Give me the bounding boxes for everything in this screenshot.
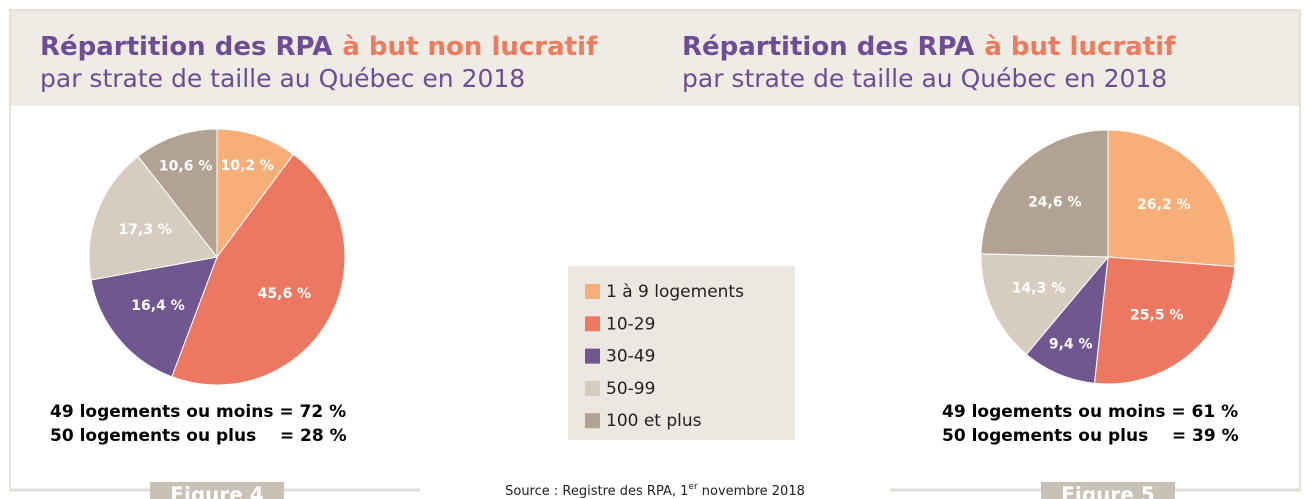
legend-label: 100 et plus [606, 411, 702, 431]
pie-slice [980, 129, 1109, 258]
title-part: Répartition des RPA [40, 32, 332, 62]
data-label: 26,2 % [1137, 197, 1190, 213]
summary-line: 50 logements ou plus = 28 % [50, 426, 347, 446]
figure-label: Figure 5 [1061, 483, 1154, 499]
figure-tab [1041, 482, 1175, 499]
data-label: 16,4 % [131, 298, 184, 314]
legend-swatch [585, 284, 600, 299]
figure-label: Figure 4 [170, 483, 263, 499]
figure-tab [150, 482, 284, 499]
source-text: Source : Registre des RPA, 1 [505, 484, 688, 499]
data-label: 10,2 % [220, 158, 273, 174]
data-label: 14,3 % [1012, 280, 1065, 296]
chart-subtitle: par strate de taille au Québec en 2018 [682, 64, 1167, 93]
legend-swatch [585, 413, 600, 429]
source-sup: er [688, 482, 698, 492]
header-band [11, 11, 1299, 106]
legend-label: 50-99 [606, 379, 655, 399]
legend-label: 1 à 9 logements [606, 282, 744, 302]
data-label: 10,6 % [159, 158, 212, 174]
data-label: 45,6 % [258, 286, 311, 302]
summary-line: 50 logements ou plus = 39 % [942, 426, 1239, 446]
pie-slice [88, 155, 218, 281]
pie-slice [1107, 129, 1236, 268]
pie-slice [171, 153, 346, 386]
legend-swatch [585, 348, 600, 364]
data-label: 24,6 % [1028, 194, 1081, 210]
legend-label: 30-49 [606, 347, 655, 367]
legend-box [568, 266, 795, 440]
title-part: à but non lucratif [342, 32, 598, 62]
title-part: à but lucratif [984, 32, 1176, 62]
legend-swatch [585, 380, 600, 396]
pie-slice [90, 256, 218, 378]
legend-swatch [585, 316, 600, 332]
summary-line: 49 logements ou moins = 72 % [50, 402, 346, 422]
chart-title: Répartition des RPA à but non lucratif [40, 32, 598, 62]
title-part: Répartition des RPA [682, 32, 974, 62]
source-text: novembre 2018 [698, 484, 805, 499]
pie-slice [1093, 256, 1236, 385]
chart-subtitle: par strate de taille au Québec en 2018 [40, 64, 525, 93]
pie-slice [980, 253, 1110, 356]
summary-line: 49 logements ou moins = 61 % [942, 402, 1238, 422]
source: Source : Registre des RPA, 1er novembre … [505, 482, 805, 499]
legend-label: 10-29 [606, 314, 655, 334]
data-label: 17,3 % [118, 222, 171, 238]
data-label: 25,5 % [1130, 308, 1183, 324]
pie-slice [137, 128, 218, 259]
pie-slice [216, 128, 295, 259]
data-label: 9,4 % [1049, 337, 1093, 353]
chart-title: Répartition des RPA à but lucratif [682, 32, 1176, 62]
source-gap [420, 480, 890, 499]
